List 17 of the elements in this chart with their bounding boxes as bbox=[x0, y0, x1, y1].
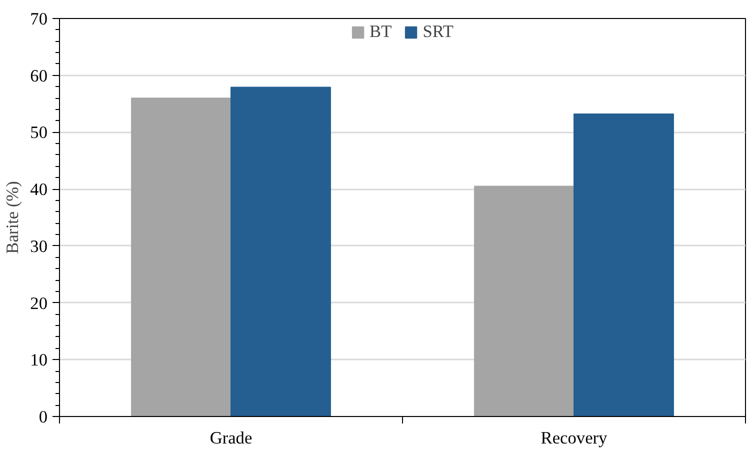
bar bbox=[230, 86, 331, 416]
y-tick-label: 70 bbox=[30, 10, 48, 28]
y-tick-label: 10 bbox=[30, 350, 48, 370]
y-axis-title: Barite (%) bbox=[3, 180, 22, 254]
y-tick-label: 40 bbox=[30, 180, 48, 200]
bar bbox=[131, 98, 232, 416]
x-tick-label: Grade bbox=[210, 428, 252, 448]
y-tick-label: 20 bbox=[30, 294, 48, 313]
y-tick-label: 60 bbox=[30, 66, 48, 86]
legend-label: BT bbox=[370, 22, 392, 42]
y-tick-label: 30 bbox=[30, 236, 48, 256]
y-tick-label: 0 bbox=[38, 408, 48, 426]
bar bbox=[574, 114, 674, 416]
legend-label: SRT bbox=[422, 22, 454, 42]
x-tick-label: Recovery bbox=[540, 428, 608, 448]
y-tick-label: 50 bbox=[30, 123, 48, 142]
bar bbox=[474, 186, 574, 416]
